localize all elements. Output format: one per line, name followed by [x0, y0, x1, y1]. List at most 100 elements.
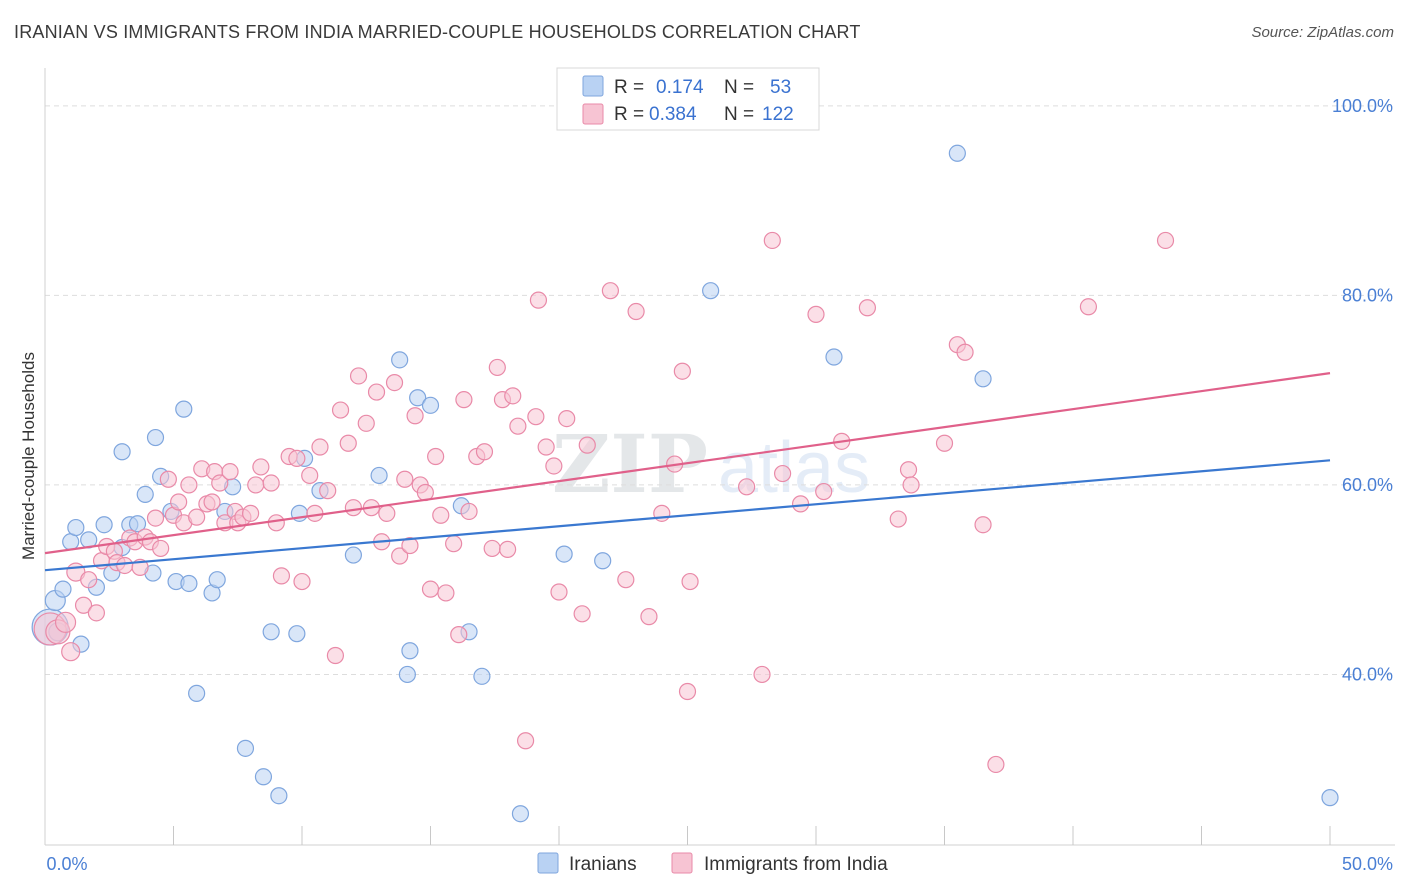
bottom-legend-swatch-india: [671, 852, 693, 874]
legend-r-label-india: R =: [614, 104, 644, 125]
india-point-32: [221, 463, 239, 481]
india-point-94: [640, 608, 658, 626]
iranians-point-49: [702, 282, 720, 300]
india-point-7: [87, 604, 106, 622]
india-point-92: [617, 571, 635, 589]
india-point-68: [432, 506, 450, 524]
india-point-75: [475, 443, 494, 461]
india-point-118: [1156, 231, 1175, 250]
legend-r-value-india: 0.384: [649, 104, 697, 125]
india-point-6: [80, 571, 98, 589]
iranians-point-32: [288, 625, 306, 643]
india-point-97: [673, 362, 691, 380]
iranians-point-46: [511, 805, 530, 823]
india-point-58: [378, 504, 396, 522]
india-point-67: [427, 447, 445, 466]
india-point-104: [791, 495, 810, 513]
india-point-56: [367, 383, 386, 401]
x-axis-ticks: [173, 826, 1331, 845]
iranians-point-53: [1321, 789, 1339, 807]
india-point-116: [987, 755, 1005, 774]
iranians-point-21: [175, 400, 193, 418]
india-point-62: [401, 536, 419, 555]
x-tick-label-min: 0.0%: [46, 854, 87, 874]
iranians-point-14: [128, 515, 147, 533]
source-credit: Source: ZipAtlas.com: [1251, 24, 1394, 41]
y-tick-label-40: 40.0%: [1342, 664, 1393, 684]
iranians-point-4: [62, 533, 80, 551]
bottom-legend-label-india: Immigrants from India: [704, 854, 888, 875]
axes: [44, 68, 1395, 846]
iranians-point-50: [825, 348, 843, 366]
india-point-101: [753, 665, 771, 684]
legend-n-value-india: 122: [762, 104, 794, 125]
india-point-77: [488, 358, 506, 377]
india-point-50: [331, 401, 350, 419]
y-tick-label-100: 100.0%: [1332, 96, 1393, 116]
india-point-93: [627, 302, 645, 321]
iranians-point-40: [401, 642, 419, 660]
india-trend-line: [44, 372, 1331, 555]
india-point-72: [455, 391, 473, 409]
india-point-48: [319, 482, 337, 500]
india-point-85: [537, 438, 555, 456]
iranians-point-51: [948, 144, 966, 162]
iranians-point-48: [594, 552, 612, 570]
y-tick-label-80: 80.0%: [1342, 285, 1393, 305]
india-point-100: [738, 478, 756, 496]
india-point-76: [483, 539, 501, 558]
india-point-38: [252, 458, 270, 476]
india-point-12: [116, 556, 134, 575]
india-point-66: [421, 580, 440, 598]
iranians-point-5: [67, 518, 85, 537]
india-point-45: [301, 466, 319, 485]
india-point-22: [170, 493, 188, 511]
india-point-82: [516, 732, 535, 750]
india-point-81: [509, 417, 527, 435]
india-point-102: [763, 231, 781, 250]
india-point-114: [956, 343, 974, 361]
iranians-point-52: [974, 370, 992, 388]
india-point-111: [902, 476, 920, 494]
india-point-91: [601, 282, 620, 300]
india-point-24: [180, 476, 198, 494]
india-point-40: [267, 514, 285, 532]
india-point-44: [293, 572, 311, 591]
chart-title: IRANIAN VS IMMIGRANTS FROM INDIA MARRIED…: [14, 22, 861, 42]
iranians-point-37: [370, 466, 388, 485]
india-point-19: [152, 539, 170, 558]
iranians-point-22: [180, 574, 198, 593]
india-point-90: [578, 436, 596, 454]
iranians-point-9: [95, 516, 113, 534]
iranians-point-47: [555, 545, 573, 563]
bottom-legend-swatch-iranians: [537, 852, 559, 874]
trend-lines: [44, 372, 1331, 572]
iranians-point-31: [270, 787, 288, 805]
india-point-53: [349, 367, 368, 385]
india-point-3: [61, 642, 81, 662]
india-point-47: [311, 438, 329, 456]
y-axis-label: Married-couple Households: [19, 352, 38, 560]
india-point-110: [899, 461, 918, 479]
legend-n-label-india: N =: [724, 104, 754, 125]
iranians-point-29: [254, 768, 273, 786]
iranians-point-25: [208, 571, 226, 589]
iranians-point-42: [421, 396, 440, 414]
india-point-52: [344, 499, 362, 517]
india-point-106: [815, 482, 833, 501]
india-point-105: [807, 305, 825, 323]
y-tick-label-60: 60.0%: [1342, 475, 1393, 495]
india-point-84: [529, 291, 548, 309]
india-point-60: [391, 547, 409, 565]
iranians-point-36: [344, 546, 362, 564]
india-point-117: [1079, 298, 1098, 316]
india-point-20: [159, 470, 177, 488]
india-point-18: [146, 509, 165, 527]
iranians-point-3: [54, 580, 72, 598]
legend-n-value-iranians: 53: [770, 77, 791, 98]
stats-legend: R = 0.174 N = 53 R = 0.384 N = 122: [556, 67, 820, 131]
legend-n-label-iranians: N =: [724, 77, 754, 98]
india-point-88: [558, 409, 576, 428]
india-point-43: [288, 449, 306, 467]
